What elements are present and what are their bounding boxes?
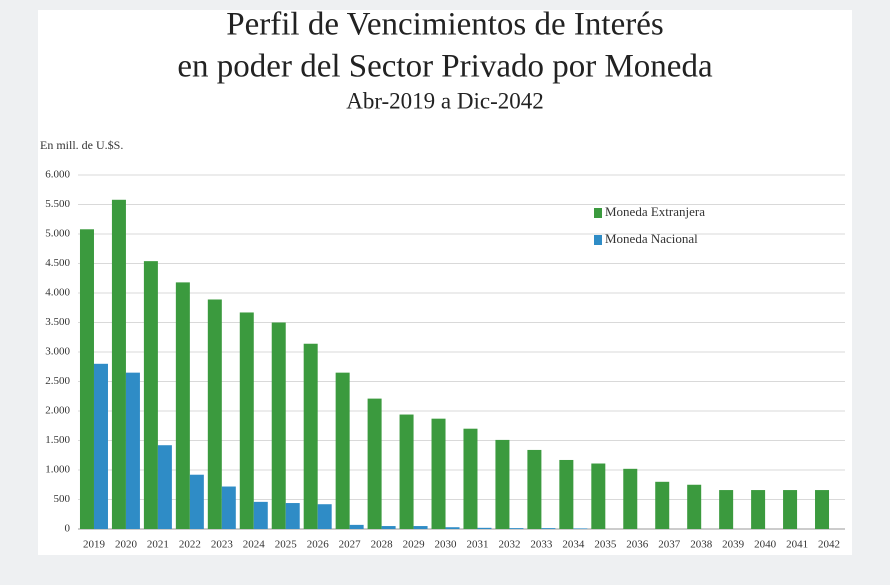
bar	[687, 484, 702, 529]
x-tick-label: 2020	[115, 539, 138, 551]
y-tick-label: 2.000	[45, 405, 70, 417]
x-tick-label: 2019	[83, 539, 106, 551]
bar	[751, 490, 766, 529]
y-tick-label: 4.000	[45, 287, 70, 299]
bar	[445, 527, 460, 529]
x-tick-label: 2023	[211, 539, 234, 551]
bar	[253, 501, 268, 529]
bar	[271, 322, 286, 529]
bar	[79, 229, 94, 529]
bar	[541, 528, 556, 529]
y-tick-label: 0	[65, 523, 71, 535]
x-tick-label: 2021	[147, 539, 169, 551]
y-tick-label: 5.500	[45, 198, 70, 210]
x-tick-label: 2026	[307, 539, 330, 551]
x-tick-label: 2030	[435, 539, 458, 551]
x-tick-label: 2039	[722, 539, 745, 551]
x-tick-label: 2024	[243, 539, 266, 551]
bar	[527, 449, 542, 529]
x-tick-label: 2034	[562, 539, 585, 551]
y-tick-label: 2.500	[45, 375, 70, 387]
chart-title-line2: en poder del Sector Privado por Moneda	[177, 49, 713, 85]
bar	[239, 312, 254, 529]
bar	[189, 474, 204, 529]
y-tick-label: 3.500	[45, 316, 70, 328]
x-tick-label: 2042	[818, 539, 840, 551]
x-tick-label: 2031	[466, 539, 488, 551]
bar	[381, 526, 396, 529]
y-tick-label: 500	[54, 493, 71, 505]
legend-swatch	[594, 208, 602, 218]
bar	[175, 282, 190, 529]
bar	[349, 524, 364, 529]
x-tick-label: 2040	[754, 539, 777, 551]
bar	[111, 199, 126, 529]
x-tick-label: 2022	[179, 539, 201, 551]
x-tick-label: 2027	[339, 539, 362, 551]
x-tick-label: 2041	[786, 539, 808, 551]
bar	[93, 363, 108, 529]
bar	[719, 490, 734, 529]
bar	[221, 486, 236, 529]
bar	[509, 528, 524, 529]
y-tick-label: 1.500	[45, 434, 70, 446]
y-tick-label: 6.000	[45, 169, 70, 181]
bar	[559, 459, 574, 529]
y-tick-label: 1.000	[45, 464, 70, 476]
y-tick-label: 3.000	[45, 346, 70, 358]
bar	[125, 372, 140, 529]
bar	[399, 414, 414, 529]
x-tick-label: 2032	[498, 539, 520, 551]
bar	[157, 445, 172, 529]
bar	[431, 418, 446, 529]
bar	[317, 504, 332, 529]
x-tick-label: 2028	[371, 539, 394, 551]
x-tick-label: 2025	[275, 539, 298, 551]
x-tick-label: 2033	[530, 539, 553, 551]
bar	[143, 261, 158, 529]
x-tick-label: 2036	[626, 539, 649, 551]
x-tick-label: 2037	[658, 539, 681, 551]
bar	[367, 398, 382, 529]
bar	[463, 428, 478, 529]
bar	[573, 528, 588, 529]
bar	[303, 343, 318, 529]
bar	[285, 503, 300, 529]
y-tick-label: 5.000	[45, 228, 70, 240]
y-tick-label: 4.500	[45, 257, 70, 269]
bar	[591, 463, 606, 529]
bar	[477, 527, 492, 529]
x-tick-label: 2038	[690, 539, 713, 551]
bar	[207, 299, 222, 529]
y-axis-label: En mill. de U.$S.	[40, 138, 123, 152]
bar	[413, 526, 428, 529]
bar	[335, 372, 350, 529]
bar	[495, 439, 510, 529]
x-tick-label: 2035	[594, 539, 617, 551]
chart-title: Perfil de Vencimientos de Interés	[226, 7, 663, 43]
bar	[783, 490, 798, 529]
bar	[623, 468, 638, 529]
chart-subtitle: Abr-2019 a Dic-2042	[346, 88, 544, 113]
x-tick-label: 2029	[403, 539, 426, 551]
legend-label: Moneda Nacional	[605, 231, 698, 246]
legend-swatch	[594, 235, 602, 245]
bar	[655, 481, 670, 529]
bar	[815, 490, 830, 529]
legend-label: Moneda Extranjera	[605, 204, 705, 219]
